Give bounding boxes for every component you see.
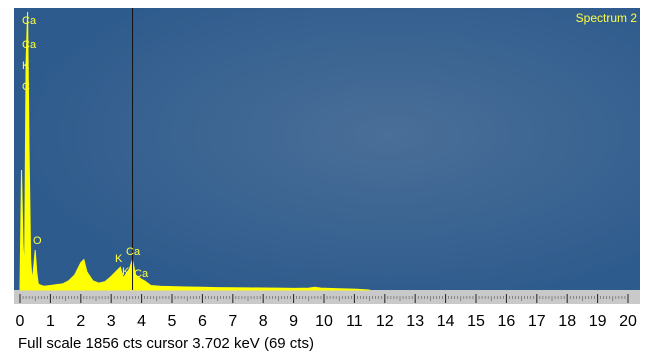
- peak-label: Ca: [22, 39, 37, 51]
- x-tick-label: 16: [498, 313, 516, 330]
- x-tick-label: 18: [558, 313, 576, 330]
- x-tick-label: 15: [467, 313, 485, 330]
- x-tick-label: 13: [406, 313, 424, 330]
- x-tick-label: 3: [107, 313, 116, 330]
- peak-label: Ca: [22, 15, 37, 27]
- plot-background: [14, 8, 640, 290]
- x-tick-label: 5: [168, 313, 177, 330]
- x-tick-label: 1: [46, 313, 55, 330]
- x-tick-label: 2: [76, 313, 85, 330]
- peak-label: K: [22, 60, 30, 72]
- x-tick-label: 11: [346, 313, 363, 330]
- x-tick-label: 8: [259, 313, 268, 330]
- x-tick-label: 20: [619, 313, 637, 330]
- x-tick-label: 4: [137, 313, 146, 330]
- peak-label: K: [115, 253, 123, 265]
- x-tick-label: 12: [376, 313, 394, 330]
- spectrum-window: Spectrum 2 Full scale 1856 cts cursor 3.…: [0, 0, 645, 356]
- x-tick-label: 0: [16, 313, 25, 330]
- status-footer: Full scale 1856 cts cursor 3.702 keV (69…: [18, 335, 314, 352]
- peak-label: C: [22, 81, 30, 93]
- peak-label: Ca: [134, 268, 149, 280]
- x-tick-label: 6: [198, 313, 207, 330]
- peak-label: Ca: [126, 246, 141, 258]
- x-tick-label: 9: [289, 313, 298, 330]
- page: {"chart_data": { "type": "spectrum", "ti…: [0, 0, 645, 356]
- x-tick-label: 10: [315, 313, 333, 330]
- x-tick-label: 14: [437, 313, 455, 330]
- x-tick-label: 17: [528, 313, 546, 330]
- spectrum-title: Spectrum 2: [576, 11, 638, 25]
- x-tick-label: 7: [228, 313, 237, 330]
- peak-label: K: [122, 266, 130, 278]
- x-tick-label: 19: [589, 313, 607, 330]
- peak-label: O: [33, 235, 42, 247]
